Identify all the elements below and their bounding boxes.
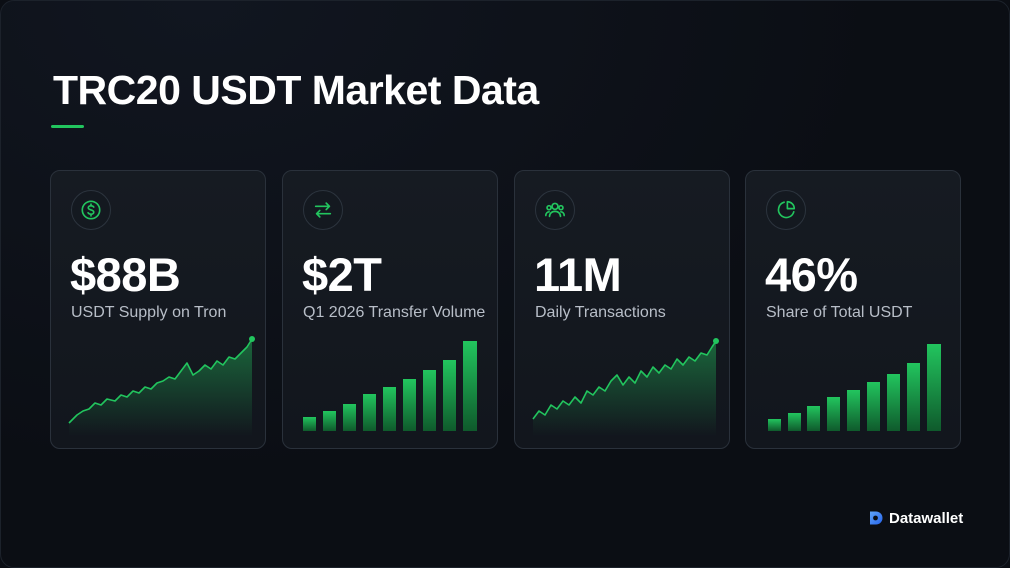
brand-logo-group: Datawallet	[868, 508, 963, 528]
stat-card-supply: $88B USDT Supply on Tron	[50, 170, 266, 449]
brand-name: Datawallet	[889, 509, 964, 527]
title-underline	[51, 125, 84, 128]
users-icon	[535, 190, 575, 230]
stat-card-share: 46% Share of Total USDT	[745, 170, 961, 449]
stat-label: Q1 2026 Transfer Volume	[303, 304, 486, 321]
arrows-swap-icon	[303, 190, 343, 230]
transactions-trend-chart	[532, 338, 719, 436]
stat-value: $88B	[70, 248, 181, 301]
pie-chart-icon	[766, 190, 806, 230]
stat-value: 46%	[765, 248, 858, 301]
stat-value: $2T	[302, 248, 382, 301]
stat-card-transactions: 11M Daily Transactions	[514, 170, 730, 449]
share-bar-chart	[768, 344, 941, 431]
volume-bar-chart	[303, 341, 477, 431]
stat-label: Share of Total USDT	[766, 304, 913, 321]
supply-trend-chart	[68, 336, 255, 436]
page-title: TRC20 USDT Market Data	[53, 67, 539, 113]
stat-label: USDT Supply on Tron	[71, 304, 227, 321]
dollar-circle-icon	[71, 190, 111, 230]
datawallet-logo-icon	[870, 511, 883, 525]
stat-value: 11M	[534, 248, 622, 301]
stat-card-volume: $2T Q1 2026 Transfer Volume	[282, 170, 498, 449]
stat-label: Daily Transactions	[535, 304, 666, 321]
